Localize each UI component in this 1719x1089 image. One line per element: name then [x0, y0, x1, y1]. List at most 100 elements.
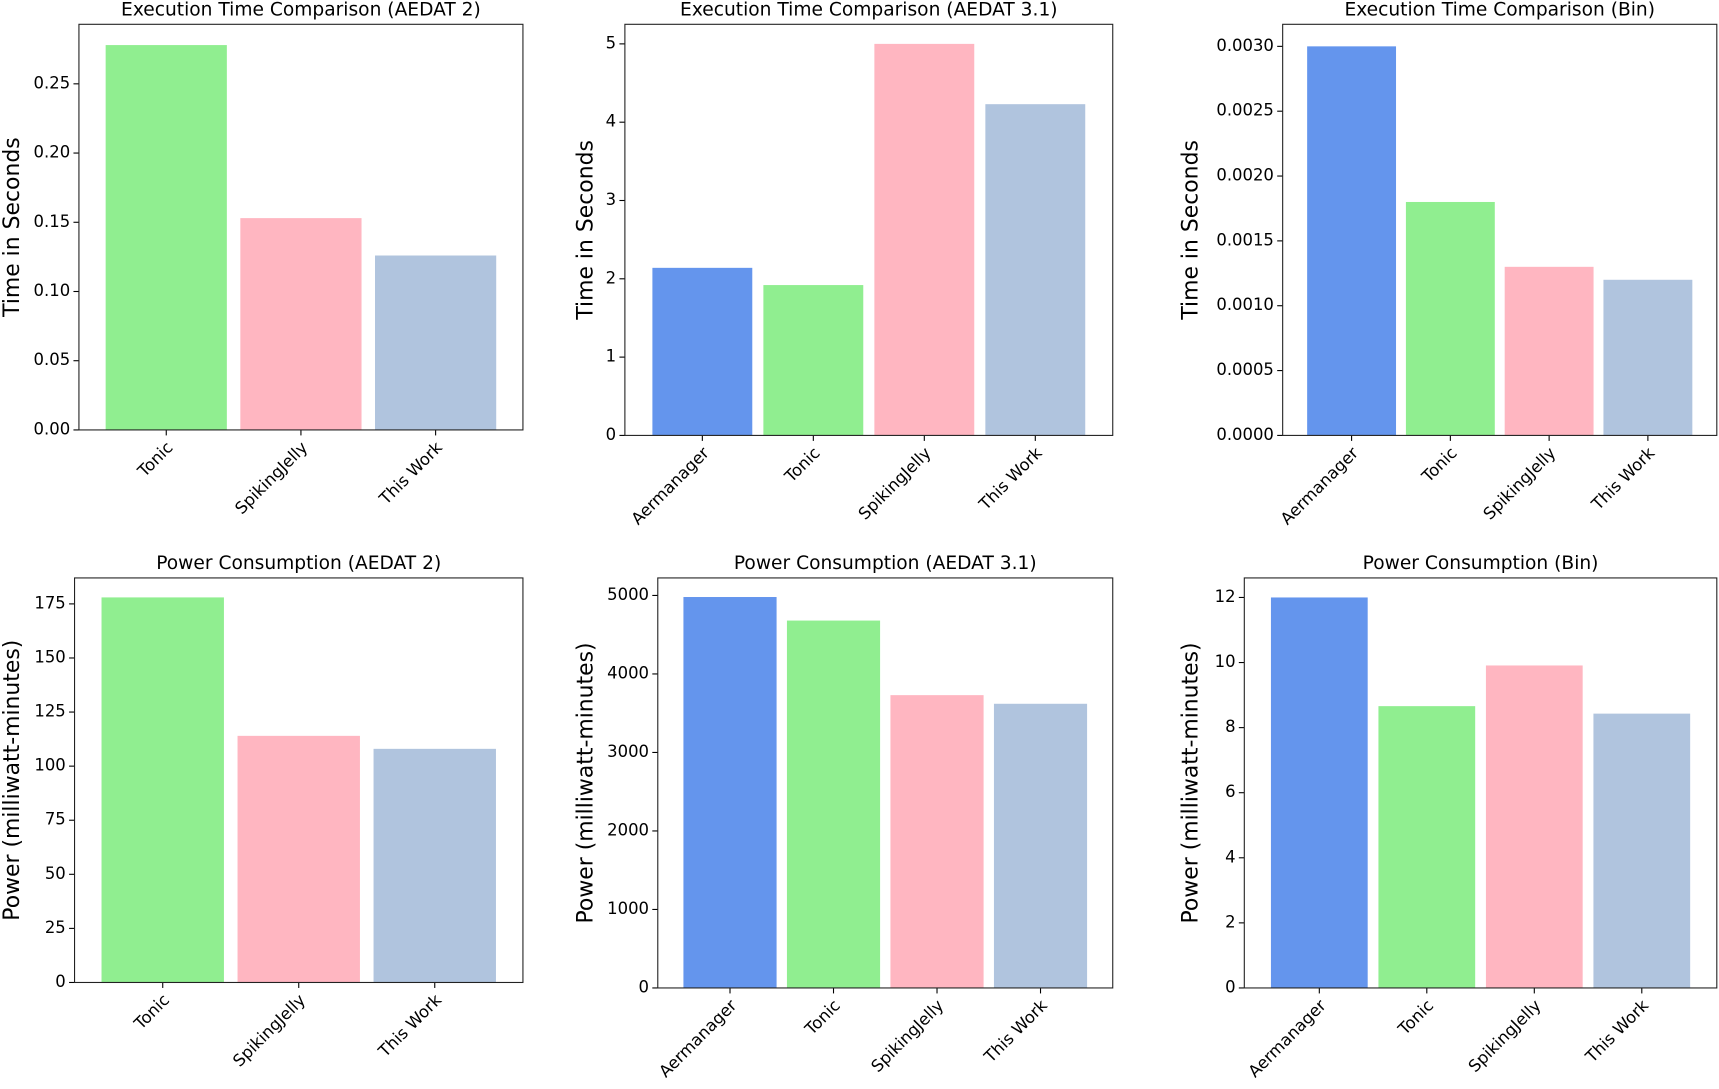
- plot-frame: [78, 23, 524, 431]
- chart-panel: Aermanager Tonic SpikingJelly This Work 0 100…: [574, 553, 1114, 1081]
- bar: [375, 255, 497, 430]
- y-tick-label: 150: [34, 647, 65, 666]
- y-tick-label: 0.0000: [1216, 425, 1274, 444]
- y-tick-label: 4000: [607, 663, 649, 682]
- x-tick-label: SpikingJelly: [1465, 996, 1545, 1076]
- x-tick-label: SpikingJelly: [1479, 443, 1559, 523]
- y-tick-label: 0.0015: [1216, 230, 1274, 249]
- y-tick-label: 0.10: [34, 281, 71, 300]
- x-tick-label: Aermanager: [1277, 443, 1362, 528]
- bar: [763, 285, 864, 436]
- y-tick-label: 10: [1215, 652, 1236, 671]
- chart-title: Power Consumption (AEDAT 2): [156, 553, 441, 574]
- plot-frame: [1282, 23, 1718, 436]
- y-tick-label: 175: [34, 593, 65, 612]
- chart-panel: Tonic SpikingJelly This Work 0.00 0.05 0.10 0.…: [0, 0, 524, 518]
- y-tick-label: 8: [1225, 717, 1235, 736]
- bar: [1270, 597, 1368, 988]
- x-tick-label: Tonic: [801, 996, 844, 1039]
- y-tick-label: 5: [606, 33, 616, 52]
- y-tick-label: 0.00: [34, 419, 71, 438]
- y-axis-label: Power (milliwatt-minutes): [1179, 642, 1204, 923]
- y-tick-label: 0.20: [34, 143, 71, 162]
- x-tick-label: SpikingJelly: [855, 443, 935, 523]
- y-axis-label: Time in Seconds: [574, 140, 599, 321]
- y-tick-label: 100: [34, 756, 65, 775]
- y-tick-label: 75: [45, 810, 66, 829]
- chart-panel: Tonic SpikingJelly This Work 0 25 50 75 100 125 1…: [0, 553, 524, 1070]
- y-tick-label: 25: [45, 918, 66, 937]
- y-axis-label: Power (milliwatt-minutes): [574, 642, 599, 923]
- y-tick-label: 3: [606, 190, 616, 209]
- y-tick-label: 50: [45, 864, 66, 883]
- x-tick-label: This Work: [1581, 996, 1652, 1067]
- x-tick-label: This Work: [975, 443, 1046, 514]
- chart-title: Execution Time Comparison (Bin): [1344, 0, 1655, 21]
- bar: [1378, 706, 1476, 988]
- x-tick-label: Tonic: [133, 438, 176, 481]
- y-axis-label: Time in Seconds: [1179, 140, 1204, 321]
- y-tick-label: 3000: [607, 742, 649, 761]
- y-tick-label: 0.0010: [1216, 295, 1274, 314]
- y-tick-label: 2: [606, 268, 616, 287]
- x-tick-label: SpikingJelly: [867, 996, 947, 1076]
- plot-frame: [1243, 577, 1718, 989]
- x-tick-label: Aermanager: [628, 443, 713, 528]
- y-axis-label: Time in Seconds: [0, 137, 25, 318]
- x-tick-label: This Work: [1587, 443, 1658, 514]
- bar: [683, 597, 777, 988]
- bar: [786, 620, 881, 988]
- bar: [240, 218, 362, 430]
- bar: [993, 703, 1088, 988]
- y-tick-label: 5000: [607, 585, 649, 604]
- bar: [652, 267, 753, 436]
- bar: [1603, 279, 1693, 436]
- x-tick-label: This Work: [374, 990, 445, 1061]
- x-tick-label: Aermanager: [655, 996, 740, 1081]
- chart-panel: Aermanager Tonic SpikingJelly This Work 0.00…: [1179, 0, 1718, 528]
- bar: [105, 45, 227, 430]
- y-tick-label: 0.0025: [1216, 101, 1274, 120]
- plot-frame: [657, 577, 1114, 989]
- x-tick-label: SpikingJelly: [229, 990, 309, 1070]
- x-tick-label: Tonic: [780, 443, 823, 486]
- y-tick-label: 1: [606, 347, 616, 366]
- x-tick-label: Tonic: [1417, 443, 1460, 486]
- y-tick-label: 1000: [607, 899, 649, 918]
- plot-frame: [624, 23, 1114, 436]
- bar: [373, 748, 496, 983]
- x-tick-label: This Work: [375, 438, 446, 509]
- y-tick-label: 0.0005: [1216, 360, 1274, 379]
- x-tick-label: Aermanager: [1245, 996, 1330, 1081]
- chart-title: Execution Time Comparison (AEDAT 3.1): [680, 0, 1058, 21]
- bar: [1593, 713, 1691, 988]
- y-tick-label: 0.25: [34, 73, 71, 92]
- y-tick-label: 0.15: [34, 212, 71, 231]
- bar: [1485, 665, 1583, 988]
- bar: [101, 597, 224, 983]
- y-tick-label: 0: [1225, 977, 1235, 996]
- x-tick-label: Tonic: [130, 990, 173, 1033]
- y-tick-label: 0: [55, 972, 65, 991]
- y-tick-label: 0: [606, 425, 616, 444]
- chart-panel: Aermanager Tonic SpikingJelly This Work 0 1 2 3…: [574, 0, 1114, 528]
- plot-frame: [74, 577, 524, 984]
- x-tick-label: SpikingJelly: [231, 438, 311, 518]
- bar: [1504, 266, 1594, 436]
- y-tick-label: 0.05: [34, 350, 71, 369]
- bar: [1307, 46, 1397, 436]
- bar: [237, 735, 360, 983]
- x-tick-label: Tonic: [1394, 996, 1437, 1039]
- chart-panel: Aermanager Tonic SpikingJelly This Work 0 2 4 6…: [1179, 553, 1718, 1081]
- y-tick-label: 0.0020: [1216, 166, 1274, 185]
- bar: [890, 695, 984, 988]
- chart-title: Execution Time Comparison (AEDAT 2): [121, 0, 481, 21]
- x-tick-label: This Work: [980, 996, 1051, 1067]
- bar: [1405, 201, 1495, 436]
- chart-title: Power Consumption (AEDAT 3.1): [734, 553, 1037, 574]
- y-tick-label: 2: [1225, 912, 1235, 931]
- y-tick-label: 2000: [607, 820, 649, 839]
- y-tick-label: 0.0030: [1216, 36, 1274, 55]
